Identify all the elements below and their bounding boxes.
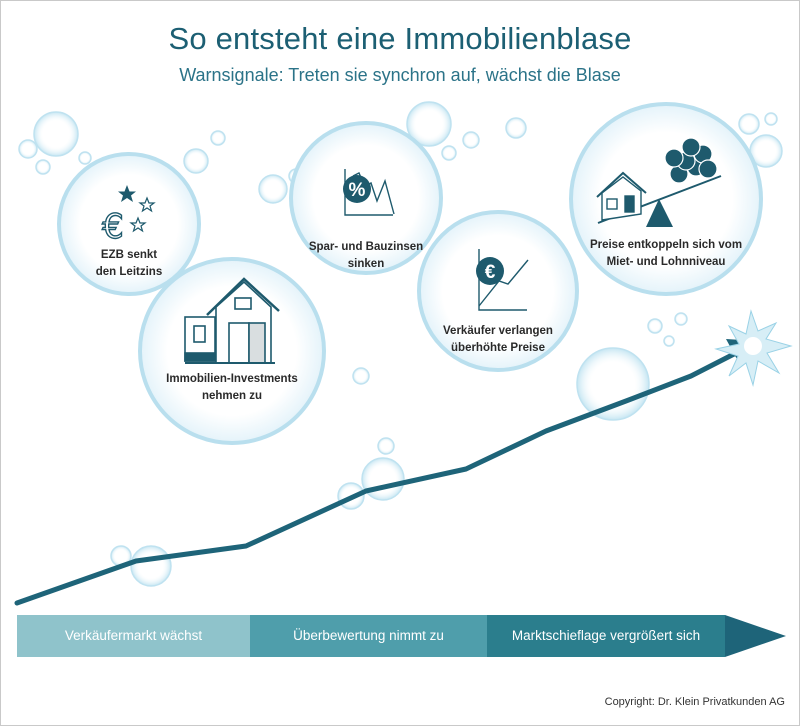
decor-bubble: [78, 151, 92, 165]
decor-bubble: [764, 112, 778, 126]
decor-bubble: [258, 174, 288, 204]
decor-bubble: [18, 139, 38, 159]
house-coins-seesaw-icon: [596, 137, 722, 227]
signal-label-line: Spar- und Bauzinsen: [308, 241, 424, 253]
coins-icon: [664, 137, 718, 184]
signal-bubble-5: [569, 102, 763, 296]
trend-line: [14, 350, 739, 606]
decor-bubble: [352, 367, 370, 385]
signal-label-line: nehmen zu: [201, 390, 263, 402]
decor-bubble: [33, 111, 79, 157]
signal-label-line: sinken: [347, 258, 385, 270]
euro-symbol: €: [102, 207, 124, 247]
phase-arrow: [17, 615, 786, 657]
signal-label-line: den Leitzins: [95, 266, 163, 278]
signal-label-line: Immobilien-Investments: [166, 373, 298, 385]
phase-band-2: [250, 615, 487, 657]
signal-label-3: Spar- und Bauzinsen sinken: [301, 239, 431, 273]
houses-icon: [184, 277, 280, 364]
decor-bubble: [35, 159, 51, 175]
decor-bubble: [462, 131, 480, 149]
signal-label-line: überhöhte Preise: [451, 342, 545, 354]
page-title: So entsteht eine Immobilienblase: [168, 21, 632, 56]
phase-label-2: Überbewertung nimmt zu: [293, 628, 444, 643]
phase-label-1: Verkäufermarkt wächst: [64, 628, 203, 643]
decor-bubble: [738, 113, 760, 135]
house-icon: [596, 171, 647, 221]
phase-band-3: [487, 615, 725, 657]
signal-label-line: Preise entkoppeln sich vom: [589, 239, 743, 251]
signal-label-1: EZB senkt den Leitzins: [64, 247, 194, 281]
percent-falling-chart-icon: %: [343, 169, 395, 216]
decor-bubble: [377, 437, 395, 455]
euro-rising-chart-icon: €: [476, 249, 529, 311]
decor-bubble: [406, 101, 452, 147]
signal-label-line: EZB senkt: [100, 249, 158, 261]
decor-bubble: [647, 318, 663, 334]
percent-symbol: %: [349, 180, 366, 201]
signal-label-2: Immobilien-Investments nehmen zu: [147, 371, 317, 405]
signal-label-line: Verkäufer verlangen: [443, 325, 553, 337]
bubble-burst-icon: [714, 309, 793, 387]
signal-bubble-1: [57, 152, 201, 296]
signal-label-5: Preise entkoppeln sich vom Miet- und Loh…: [581, 237, 751, 271]
euro-stars-icon: €: [101, 185, 156, 248]
decor-bubble: [210, 130, 226, 146]
decor-bubble: [505, 117, 527, 139]
euro-symbol: €: [485, 262, 496, 283]
decorative-bubbles: [18, 101, 783, 587]
phase-band-1: [17, 615, 250, 657]
decor-bubble: [576, 347, 650, 421]
decor-bubble: [361, 457, 405, 501]
signal-label-line: Miet- und Lohnniveau: [606, 256, 726, 268]
decor-bubble: [674, 312, 688, 326]
decor-bubble: [130, 545, 172, 587]
signal-bubble-4: [417, 210, 579, 372]
decor-bubble: [663, 335, 675, 347]
decor-bubble: [183, 148, 209, 174]
copyright-notice: Copyright: Dr. Klein Privatkunden AG: [604, 696, 785, 708]
phase-label-3: Marktschieflage vergrößert sich: [511, 628, 701, 643]
signal-label-4: Verkäufer verlangen überhöhte Preise: [428, 323, 568, 357]
decor-bubble: [441, 145, 457, 161]
phase-arrow-head: [725, 615, 786, 657]
page-subtitle: Warnsignale: Treten sie synchron auf, wä…: [179, 65, 621, 85]
